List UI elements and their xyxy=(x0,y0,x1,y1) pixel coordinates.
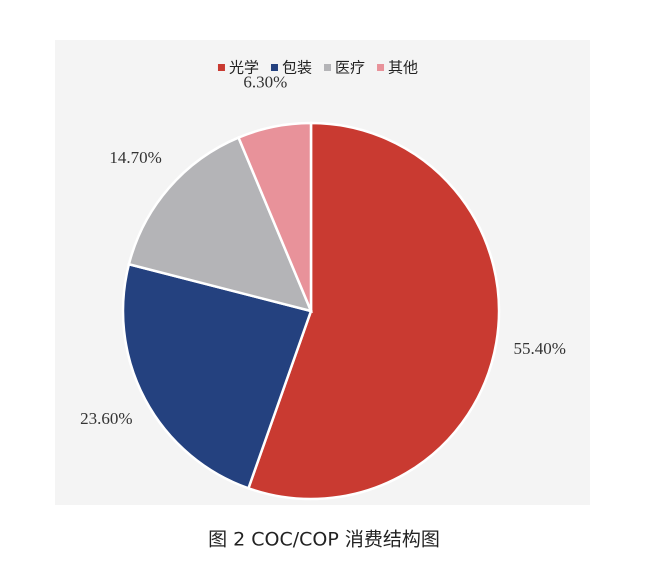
legend-label: 医疗 xyxy=(335,59,365,77)
legend-swatch xyxy=(324,64,331,71)
caption: 图 2 COC/COP 消费结构图 xyxy=(208,529,440,551)
pie-slice xyxy=(236,121,313,312)
pie-slice xyxy=(127,135,314,313)
legend-swatch xyxy=(270,64,278,71)
data-label: 14.70% xyxy=(109,148,161,167)
data-label: 55.40% xyxy=(513,339,565,358)
legend-swatch xyxy=(377,64,385,71)
legend: 光学 包装 医疗 其他 xyxy=(217,59,418,77)
pie-slice xyxy=(121,262,313,490)
legend-label: 包装 xyxy=(282,59,312,77)
legend-swatch xyxy=(217,64,225,71)
legend-label: 其他 xyxy=(388,59,418,77)
data-label: 23.60% xyxy=(80,409,132,428)
legend-label: 光学 xyxy=(229,59,259,77)
data-label: 6.30% xyxy=(243,72,287,91)
